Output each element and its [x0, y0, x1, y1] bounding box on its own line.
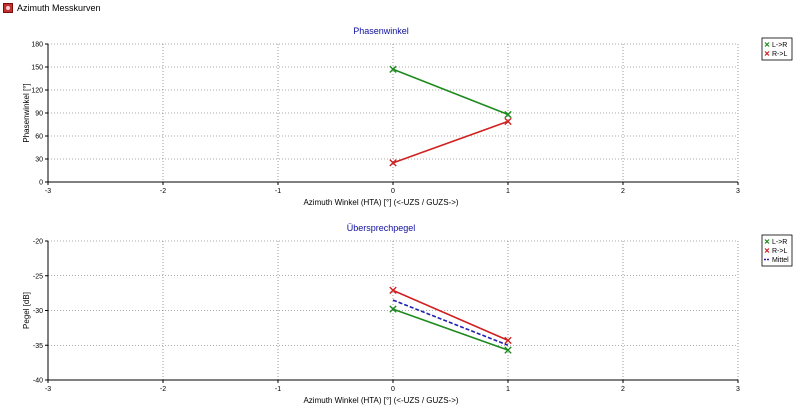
- window-titlebar: Azimuth Messkurven: [0, 0, 800, 16]
- x-tick-label: -3: [45, 386, 51, 393]
- data-point-stroke: [504, 346, 512, 354]
- x-tick-label: 1: [506, 386, 510, 393]
- chart-1: Phasenwinkel-3 -2 -1 0 1 2 30306090120150180Az…: [22, 26, 793, 207]
- legend-marker: [764, 51, 770, 56]
- legend-entry: Mittel: [772, 257, 789, 264]
- data-point-stroke: [389, 305, 397, 313]
- chart-title: Phasenwinkel: [353, 26, 409, 36]
- y-tick-label: 180: [31, 42, 43, 49]
- legend-marker: [764, 42, 770, 47]
- y-tick-label: 0: [39, 180, 43, 187]
- window-title: Azimuth Messkurven: [17, 3, 101, 13]
- x-tick-label: -1: [275, 188, 281, 195]
- y-tick-label: -20: [33, 239, 43, 246]
- x-tick-label: 2: [621, 386, 625, 393]
- chart-title: Übersprechpegel: [347, 223, 416, 233]
- chart-2: Übersprechpegel -3 -2 -1 0 1 2 3 -40 -35 -30 -25 -20…: [22, 223, 793, 405]
- y-axis-label: Phasenwinkel [°]: [22, 83, 31, 142]
- legend-entry: L->R: [772, 42, 787, 49]
- x-axis-label: Azimuth Winkel (HTA) [°] (<-UZS / GUZS->…: [303, 396, 458, 405]
- x-tick-label: -3: [45, 188, 51, 195]
- data-point: [504, 336, 512, 345]
- series-line-lr: [392, 308, 509, 351]
- x-tick-label: -1: [275, 386, 281, 393]
- x-tick-label: 0: [391, 188, 395, 195]
- data-point: [389, 286, 397, 295]
- legend-box: [761, 37, 793, 61]
- y-tick-label: 30: [35, 157, 43, 164]
- app-icon[interactable]: [3, 3, 13, 13]
- series-line-lr: [392, 68, 509, 116]
- charts-area: Phasenwinkel-3 -2 -1 0 1 2 30306090120150180Az…: [22, 26, 793, 405]
- legend: L->R R->L Mittel: [761, 234, 793, 267]
- y-tick-label: 150: [31, 65, 43, 72]
- legend-entry: L->R: [772, 239, 787, 246]
- x-axis-label: Azimuth Winkel (HTA) [°] (<-UZS / GUZS->…: [303, 198, 458, 207]
- y-tick-label: -30: [33, 308, 43, 315]
- series-line-rl: [392, 289, 509, 342]
- data-point-stroke: [389, 65, 397, 73]
- legend-marker: [764, 239, 770, 244]
- x-tick-label: 1: [506, 188, 510, 195]
- x-tick-label: -2: [160, 188, 166, 195]
- y-tick-label: -35: [33, 343, 43, 350]
- y-tick-label: -40: [33, 378, 43, 385]
- y-tick-label: 90: [35, 111, 43, 118]
- legend-marker: [764, 248, 770, 253]
- data-point-stroke: [504, 117, 512, 126]
- x-tick-label: 3: [736, 386, 740, 393]
- x-tick-label: 3: [736, 188, 740, 195]
- data-point-stroke: [504, 110, 512, 119]
- y-tick-label: 60: [35, 134, 43, 141]
- data-point-stroke: [389, 286, 397, 295]
- y-tick-label: 120: [31, 88, 43, 95]
- data-point: [389, 305, 397, 313]
- legend: L->R R->L: [761, 37, 793, 61]
- series-line-rl: [392, 120, 509, 164]
- data-point-stroke: [389, 159, 397, 167]
- data-point: [504, 346, 512, 354]
- x-tick-label: 2: [621, 188, 625, 195]
- data-point-stroke: [504, 336, 512, 345]
- data-point: [504, 110, 512, 119]
- x-tick-label: 0: [391, 386, 395, 393]
- legend-entry: R->L: [772, 248, 787, 255]
- legend-entry: R->L: [772, 51, 787, 58]
- data-point: [389, 65, 397, 73]
- data-point: [389, 159, 397, 167]
- y-axis-label: Pegel [dB]: [22, 292, 31, 329]
- series-line-mittel: [392, 299, 509, 346]
- x-tick-label: -2: [160, 386, 166, 393]
- y-tick-label: -25: [33, 273, 43, 280]
- data-point: [504, 117, 512, 126]
